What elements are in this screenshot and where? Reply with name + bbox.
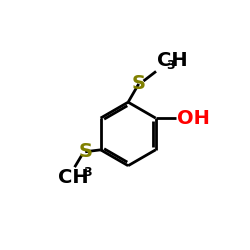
Text: 3: 3 xyxy=(83,166,92,179)
Text: CH: CH xyxy=(157,52,188,70)
Text: S: S xyxy=(78,142,92,161)
Text: S: S xyxy=(132,74,146,94)
Text: OH: OH xyxy=(177,108,210,128)
Text: CH: CH xyxy=(58,168,89,187)
Text: 3: 3 xyxy=(166,59,175,72)
